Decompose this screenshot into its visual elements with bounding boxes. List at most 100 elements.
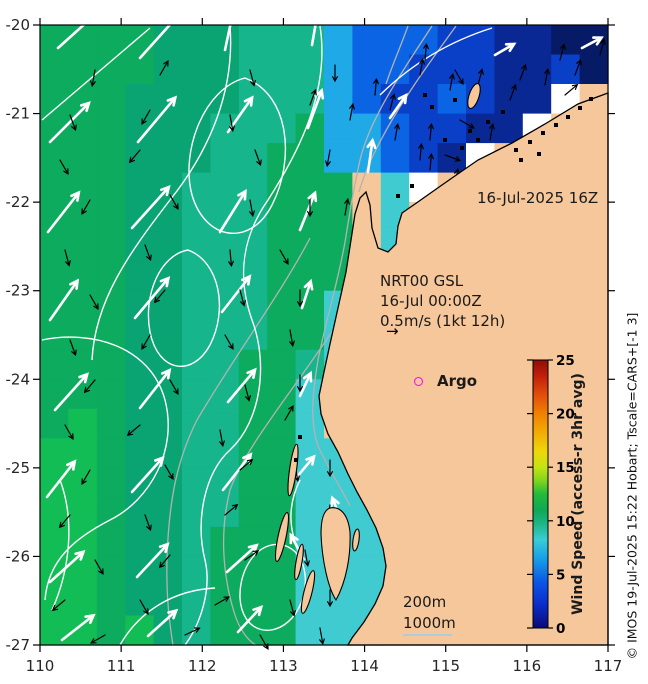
sea-level-contour: [41, 27, 151, 121]
model-time-label: 16-Jul 00:00Z: [380, 292, 482, 310]
wind-speed-cell: [182, 231, 211, 262]
island: [300, 570, 316, 614]
wind-vector-arrow: [90, 69, 96, 88]
wind-vector-arrow: [64, 249, 71, 267]
wind-vector-arrow: [309, 88, 317, 106]
wind-speed-cell: [125, 143, 155, 174]
islet: [537, 152, 541, 156]
island: [467, 82, 481, 110]
colorbar-tick-label: 15: [556, 460, 575, 476]
wind-speed-cell: [238, 467, 268, 498]
current-vector-arrow: [226, 367, 257, 404]
bathymetry-contour: [385, 25, 409, 85]
wind-vector-arrow: [128, 149, 141, 164]
current-vector-arrow: [46, 190, 81, 234]
wind-speed-cell: [324, 172, 353, 203]
wind-speed-cell: [522, 84, 552, 115]
wind-vector-arrow: [599, 38, 606, 56]
wind-speed-cell: [267, 231, 297, 262]
wind-vector-arrow: [419, 57, 425, 76]
current-vector-arrow: [136, 95, 178, 144]
wind-vector-arrow: [81, 199, 91, 216]
wind-vector-arrow: [454, 69, 464, 86]
bathymetry-contour: [358, 25, 457, 193]
y-axis-tick-label: -22: [6, 193, 31, 211]
wind-speed-cell: [267, 320, 297, 351]
depth-1000m-contour-sample: [403, 634, 452, 636]
sea-level-contour: [119, 587, 216, 646]
wind-speed-cell: [494, 84, 524, 115]
wind-vector-arrow: [244, 550, 260, 561]
y-axis-tick-label: -25: [6, 459, 31, 477]
colorbar-title: Wind Speed (access-r 3hr avg): [570, 373, 586, 615]
wind-vector-arrow: [184, 627, 201, 636]
wind-speed-cell: [409, 84, 439, 115]
run-date-label: 16-Jul-2025 16Z: [477, 189, 599, 207]
islet: [486, 120, 490, 124]
wind-speed-cell: [210, 261, 240, 292]
wind-speed-cell: [40, 320, 69, 351]
wind-speed-cell: [68, 586, 98, 617]
current-vector-arrow: [138, 12, 181, 60]
wind-speed-cell: [96, 113, 126, 144]
wind-speed-cell: [437, 84, 467, 115]
wind-speed-cell: [40, 349, 69, 380]
wind-speed-cell: [68, 231, 98, 262]
current-vector-arrow: [133, 276, 171, 320]
islet: [460, 146, 464, 150]
wind-vector-arrow: [164, 464, 174, 481]
wind-vector-arrow: [94, 559, 104, 576]
wind-speed-cell: [182, 349, 211, 380]
wind-speed-cell: [409, 54, 439, 85]
wind-vector-arrow: [83, 379, 96, 394]
wind-vector-arrow: [139, 599, 149, 616]
wind-speed-cell: [40, 526, 69, 557]
wind-speed-cell: [352, 84, 382, 115]
wind-vector-arrow: [574, 58, 582, 76]
wind-vector-arrow: [144, 514, 152, 532]
wind-vector-arrow: [254, 149, 262, 167]
y-axis-tick-label: -26: [6, 547, 31, 565]
wind-vector-arrow: [214, 596, 231, 606]
wind-speed-cell: [551, 54, 581, 85]
wind-speed-cell: [182, 526, 211, 557]
wind-speed-cell: [380, 143, 410, 174]
wind-speed-cell: [380, 25, 410, 56]
wind-speed-cell: [96, 84, 126, 115]
wind-speed-cell: [153, 231, 183, 262]
wind-speed-cell: [153, 615, 183, 646]
wind-speed-cell: [153, 261, 183, 292]
sea-level-contour: [91, 25, 232, 361]
wind-speed-cell: [96, 379, 126, 410]
wind-speed-cell: [125, 438, 155, 469]
x-axis-tick-label: 117: [594, 657, 623, 675]
wind-speed-cell: [579, 54, 609, 85]
wind-speed-cell: [210, 467, 240, 498]
wind-vector-arrow: [428, 152, 434, 171]
wind-speed-cell: [96, 202, 126, 233]
sea-level-contour: [51, 479, 70, 611]
wind-speed-cell: [466, 25, 495, 56]
x-axis-tick-label: 112: [188, 657, 217, 675]
wind-speed-cell: [409, 143, 439, 174]
current-vector-arrow: [53, 372, 89, 412]
wind-vector-arrow: [229, 114, 235, 133]
wind-vector-arrow: [327, 589, 333, 608]
wind-speed-cell: [125, 84, 155, 115]
wind-vector-arrow: [69, 339, 77, 357]
wind-speed-cell: [210, 231, 240, 262]
wind-speed-cell: [96, 290, 126, 321]
copyright-credit: © IMOS 19-Jul-2025 15:22 Hobart; Tscale=…: [624, 312, 640, 660]
wind-speed-cell: [295, 231, 325, 262]
wind-speed-cell: [210, 615, 240, 646]
islet: [294, 458, 298, 462]
islet: [578, 106, 582, 110]
wind-vector-arrow: [144, 244, 152, 262]
current-vector-arrow: [138, 368, 172, 410]
current-vector-arrow: [558, 97, 581, 114]
wind-speed-cell: [182, 615, 211, 646]
colorbar-tick-label: 5: [556, 567, 565, 583]
wind-speed-cell: [210, 438, 240, 469]
wind-speed-cell: [40, 438, 69, 469]
